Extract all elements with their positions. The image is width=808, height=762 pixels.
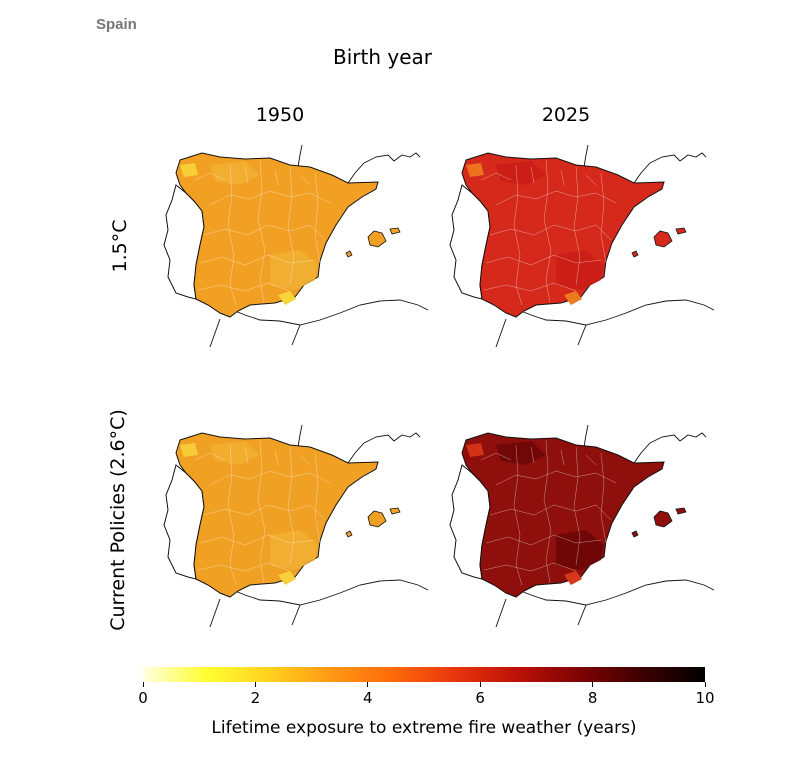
colorbar-label: Lifetime exposure to extreme fire weathe… <box>211 718 637 738</box>
province-border <box>485 254 602 266</box>
province-border <box>480 166 597 186</box>
balearic-island <box>345 530 353 538</box>
region-accent-coast <box>564 291 582 305</box>
province-border <box>314 172 321 264</box>
spain-region-fill <box>175 152 379 318</box>
colorbar-tick-mark <box>479 682 481 687</box>
spain-region-fill <box>175 432 379 598</box>
province-border <box>483 562 577 572</box>
province-border <box>513 164 523 306</box>
map-panel-current-1950 <box>163 424 429 628</box>
province-border <box>485 534 602 546</box>
province-border <box>600 172 607 264</box>
province-border <box>543 159 552 304</box>
region-accent-coast <box>278 571 296 585</box>
province-border <box>203 224 326 241</box>
country-label: Spain <box>96 16 137 33</box>
province-border <box>480 446 597 466</box>
region-accent-galicia <box>180 443 198 457</box>
row-title-current-policies: Current Policies (2.6°C) <box>107 409 129 631</box>
province-border <box>287 166 295 286</box>
super-title: Birth year <box>333 45 432 69</box>
province-border <box>227 444 237 586</box>
balearic-island <box>631 530 639 538</box>
coastline <box>209 144 429 348</box>
province-border <box>543 439 552 584</box>
colorbar-tick-mark <box>592 682 594 687</box>
balearic-island <box>675 507 687 515</box>
spain-region-fill <box>461 152 665 318</box>
province-border <box>194 446 311 466</box>
balearic-island <box>345 250 353 258</box>
balearic-island <box>675 227 687 235</box>
colorbar-tick-label: 2 <box>250 689 261 707</box>
province-border <box>199 254 316 266</box>
province-border <box>489 224 612 241</box>
region-accent-galicia <box>466 163 484 177</box>
map-panel-1.5c-2025 <box>449 144 715 348</box>
province-border <box>199 534 316 546</box>
province-border <box>227 164 237 306</box>
balearic-island <box>367 230 387 248</box>
province-border <box>257 439 266 584</box>
colorbar <box>143 667 705 682</box>
province-border <box>489 504 612 521</box>
colorbar-tick-label: 0 <box>138 689 148 707</box>
balearic-island <box>653 510 673 528</box>
column-title-1950: 1950 <box>255 104 305 126</box>
region-accent-galicia <box>466 443 484 457</box>
region-accent-galicia <box>180 163 198 177</box>
balearic-island <box>631 250 639 258</box>
province-border <box>600 452 607 544</box>
map-panel-1.5c-1950 <box>163 144 429 348</box>
province-border <box>287 446 295 566</box>
province-border <box>209 190 331 206</box>
colorbar-tick-label: 4 <box>363 689 373 707</box>
column-title-2025: 2025 <box>541 104 591 126</box>
row-title-1.5c: 1.5°C <box>109 219 131 273</box>
coastline <box>209 424 429 628</box>
spain-region-fill <box>461 432 665 598</box>
province-border <box>573 166 581 286</box>
balearic-island <box>389 507 401 515</box>
balearic-island <box>389 227 401 235</box>
province-border <box>197 282 291 292</box>
colorbar-tick-mark <box>367 682 369 687</box>
province-border <box>513 444 523 586</box>
coastline <box>495 144 715 348</box>
region-accent-coast <box>278 291 296 305</box>
colorbar-tick-mark <box>704 682 706 687</box>
balearic-island <box>367 510 387 528</box>
province-border <box>483 282 577 292</box>
colorbar-tick-label: 8 <box>587 689 598 707</box>
colorbar-tick-label: 10 <box>695 689 715 707</box>
province-border <box>194 166 311 186</box>
province-border <box>314 452 321 544</box>
province-border <box>203 504 326 521</box>
colorbar-tick-mark <box>254 682 256 687</box>
colorbar-tick-mark <box>142 682 144 687</box>
balearic-island <box>653 230 673 248</box>
map-panel-current-2025 <box>449 424 715 628</box>
province-border <box>209 470 331 486</box>
coastline <box>495 424 715 628</box>
province-border <box>495 190 617 206</box>
colorbar-tick-label: 6 <box>475 689 485 707</box>
province-border <box>197 562 291 572</box>
province-border <box>573 446 581 566</box>
province-border <box>257 159 266 304</box>
region-accent-coast <box>564 571 582 585</box>
province-border <box>495 470 617 486</box>
